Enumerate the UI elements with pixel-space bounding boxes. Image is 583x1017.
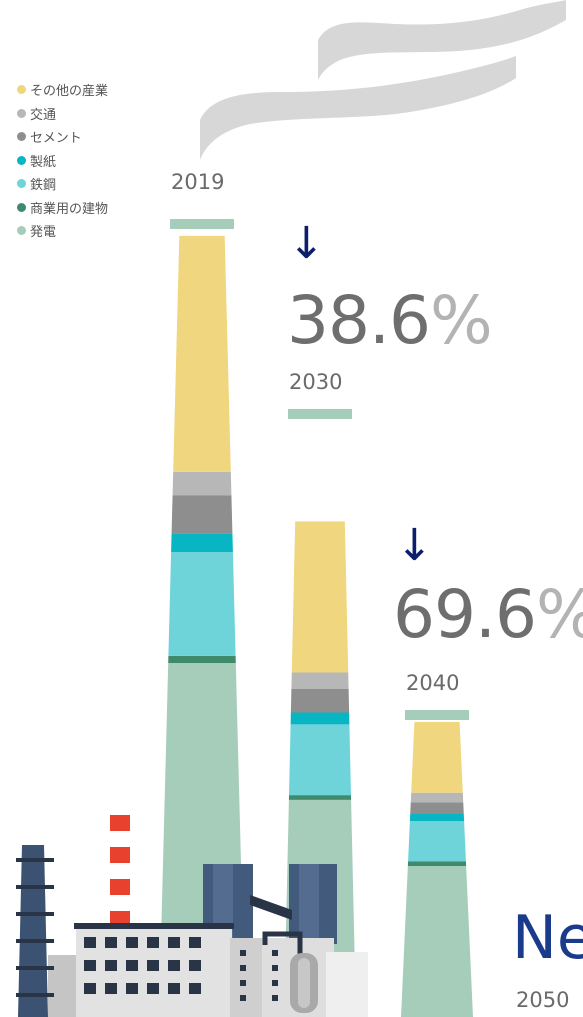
legend-item: 製紙 [17, 149, 108, 173]
legend-swatch [17, 132, 26, 142]
factory-window [189, 937, 201, 948]
reduction-label: 69.6% [393, 582, 583, 648]
bar-segment [288, 795, 352, 800]
bar-segment [173, 235, 231, 472]
factory-window [168, 937, 180, 948]
factory-illustration [16, 815, 368, 1017]
chimney-cap [170, 219, 234, 229]
down-arrow-icon: ↓ [288, 218, 325, 269]
bar-segment [410, 792, 464, 803]
bar-segment [172, 471, 232, 496]
bar-segment [168, 552, 236, 656]
bar-segment [290, 688, 350, 713]
legend-swatch [17, 108, 26, 118]
factory-window [105, 983, 117, 994]
legend-item: 鉄鋼 [17, 172, 108, 196]
factory-window [147, 960, 159, 971]
legend-swatch [17, 85, 26, 95]
bar-segment [291, 521, 349, 673]
legend-label: その他の産業 [30, 84, 109, 100]
legend-item: 商業用の建物 [17, 196, 108, 220]
factory-window [168, 960, 180, 971]
factory-window [189, 983, 201, 994]
legend-swatch [17, 226, 26, 236]
smoke-plume [200, 0, 566, 160]
legend-item: セメント [17, 125, 108, 149]
legend-label: 交通 [30, 107, 57, 123]
factory-window [84, 937, 96, 948]
bar-segment [409, 814, 465, 822]
reduction-value: 38.6 [287, 282, 431, 359]
percent-sign: % [536, 576, 583, 653]
factory-window [126, 983, 138, 994]
down-arrow-icon: ↓ [396, 520, 433, 571]
factory-window [168, 983, 180, 994]
bar-segment [401, 865, 473, 1017]
factory-window [84, 983, 96, 994]
legend-swatch [17, 179, 26, 189]
reduction-value: 69.6 [393, 576, 537, 653]
chimney-cap [288, 409, 352, 419]
net-zero-label: Ne [512, 903, 583, 973]
legend-swatch [17, 202, 26, 212]
bar-segment [410, 802, 464, 815]
legend-label: セメント [30, 131, 82, 147]
legend-label: 商業用の建物 [30, 201, 109, 217]
category-label: 2040 [406, 671, 460, 695]
bar-segment [411, 722, 463, 793]
bar-segment [291, 672, 349, 689]
legend-item: 発電 [17, 219, 108, 243]
factory-window [147, 937, 159, 948]
bar-segment [289, 724, 351, 796]
factory-window [105, 937, 117, 948]
legend-label: 製紙 [30, 154, 57, 170]
factory-window [126, 960, 138, 971]
legend-label: 発電 [30, 225, 57, 241]
bar-segment [407, 861, 467, 866]
legend-item: 交通 [17, 102, 108, 126]
bar-segment [290, 712, 350, 725]
factory-window [105, 960, 117, 971]
category-label: 2050 [516, 988, 570, 1012]
bar-segment [171, 533, 233, 553]
factory-window [147, 983, 159, 994]
legend-label: 鉄鋼 [30, 178, 57, 194]
factory-window [84, 960, 96, 971]
legend-swatch [17, 155, 26, 165]
bar-segment [168, 655, 236, 663]
legend-item: その他の産業 [17, 78, 108, 102]
chart-legend: その他の産業 交通セメント製紙鉄鋼商業用の建物 発電 [17, 78, 108, 243]
bar-segment [171, 495, 233, 534]
percent-sign: % [429, 282, 493, 359]
category-label: 2030 [289, 370, 343, 394]
category-label: 2019 [171, 170, 225, 194]
chimney-cap [405, 710, 469, 720]
reduction-label: 38.6% [287, 288, 493, 354]
factory-window [126, 937, 138, 948]
factory-window [189, 960, 201, 971]
bar-segment [408, 821, 466, 862]
